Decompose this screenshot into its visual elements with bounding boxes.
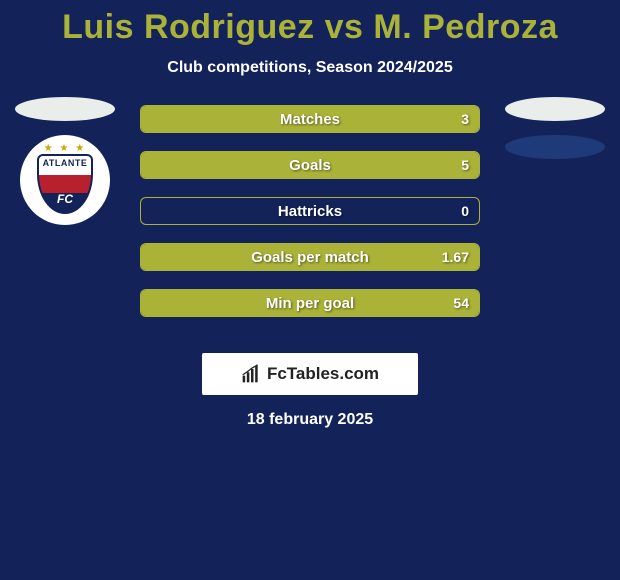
stat-bars: Matches3 Goals5 Hattricks0 Goals per match1…: [140, 105, 480, 317]
comparison-card: Luis Rodriguez vs M. Pedroza Club compet…: [0, 0, 620, 580]
stat-bar-label: Min per goal: [141, 290, 479, 316]
stat-bar-value: 3: [461, 106, 469, 132]
player-avatar-placeholder: [505, 97, 605, 121]
stat-bar: Matches3: [140, 105, 480, 133]
stat-bar-value: 0: [461, 198, 469, 224]
page-title: Luis Rodriguez vs M. Pedroza: [0, 0, 620, 47]
stat-bar: Goals5: [140, 151, 480, 179]
chart-area: ★ ★ ★ ATLANTE FC Matches3 Goals5 Hattricks…: [0, 105, 620, 335]
left-player-column: ★ ★ ★ ATLANTE FC: [10, 97, 120, 225]
stat-bar: Hattricks0: [140, 197, 480, 225]
bar-chart-icon: [241, 364, 261, 384]
subtitle: Club competitions, Season 2024/2025: [0, 59, 620, 77]
stat-bar-value: 54: [453, 290, 469, 316]
watermark[interactable]: FcTables.com: [202, 353, 418, 395]
player-avatar-placeholder: [505, 135, 605, 159]
stat-bar-value: 1.67: [442, 244, 469, 270]
date-line: 18 february 2025: [0, 411, 620, 429]
stat-bar-label: Matches: [141, 106, 479, 132]
club-badge: ★ ★ ★ ATLANTE FC: [20, 135, 110, 225]
stat-bar: Min per goal54: [140, 289, 480, 317]
right-player-column: [500, 97, 610, 159]
atlante-crest-icon: ★ ★ ★ ATLANTE FC: [35, 143, 95, 217]
stat-bar-value: 5: [461, 152, 469, 178]
stat-bar-label: Hattricks: [141, 198, 479, 224]
stat-bar-label: Goals per match: [141, 244, 479, 270]
stat-bar-label: Goals: [141, 152, 479, 178]
player-avatar-placeholder: [15, 97, 115, 121]
watermark-text: FcTables.com: [267, 364, 379, 384]
stat-bar: Goals per match1.67: [140, 243, 480, 271]
